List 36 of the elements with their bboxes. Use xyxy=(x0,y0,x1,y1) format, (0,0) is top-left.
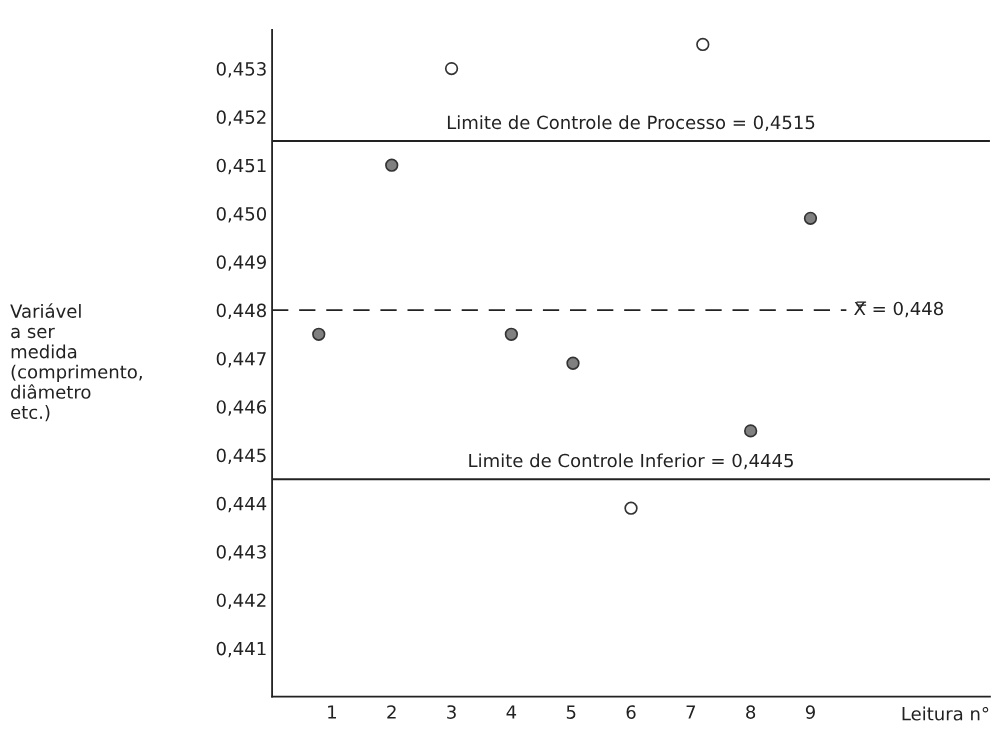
point xyxy=(696,37,710,52)
y-tick-label: 0,452 xyxy=(216,110,266,126)
x-tick-label: 7 xyxy=(686,705,696,719)
y-tick-label: 0,449 xyxy=(216,255,266,271)
y-tick-label: 0,448 xyxy=(216,303,266,320)
point xyxy=(624,501,638,515)
x-tick-label: 3 xyxy=(447,705,456,719)
y-tick-label: 0,444 xyxy=(216,496,267,513)
x-tick-label: 9 xyxy=(805,705,815,719)
y-tick-label: 0,453 xyxy=(216,62,266,78)
y-tick-label: 0,451 xyxy=(216,158,266,175)
y-tick-label: 0,445 xyxy=(216,448,266,464)
y-axis-title: Variável a ser medida (comprimento, diâmetro etc.) xyxy=(10,303,142,422)
x-tick-label: 8 xyxy=(746,705,756,719)
point xyxy=(504,327,519,341)
y-tick-label: 0,443 xyxy=(216,545,266,561)
ref-line-label: Limite de Controle de Processo = 0,4515 xyxy=(447,115,815,132)
x-tick-label: 2 xyxy=(387,705,396,719)
point xyxy=(803,211,818,225)
y-tick-label: 0,450 xyxy=(216,206,267,223)
point xyxy=(385,158,399,172)
x-tick-label: 4 xyxy=(506,705,517,719)
ref-line-label: Limite de Controle Inferior = 0,4445 xyxy=(469,453,793,470)
y-tick-label: 0,441 xyxy=(216,641,266,658)
y-tick-label: 0,442 xyxy=(216,593,266,609)
point xyxy=(444,61,459,76)
y-tick-label: 0,446 xyxy=(216,400,267,416)
x-axis-title: Leitura n° xyxy=(902,706,989,721)
x-tick-label: 1 xyxy=(328,705,336,719)
point xyxy=(312,327,326,341)
point xyxy=(744,424,758,438)
x-tick-label: 6 xyxy=(626,705,636,719)
point xyxy=(566,356,580,370)
y-tick-label: 0,447 xyxy=(216,351,266,368)
x-tick-label: 5 xyxy=(566,705,576,719)
ref-line-label: X̿ = 0,448 xyxy=(854,301,943,318)
